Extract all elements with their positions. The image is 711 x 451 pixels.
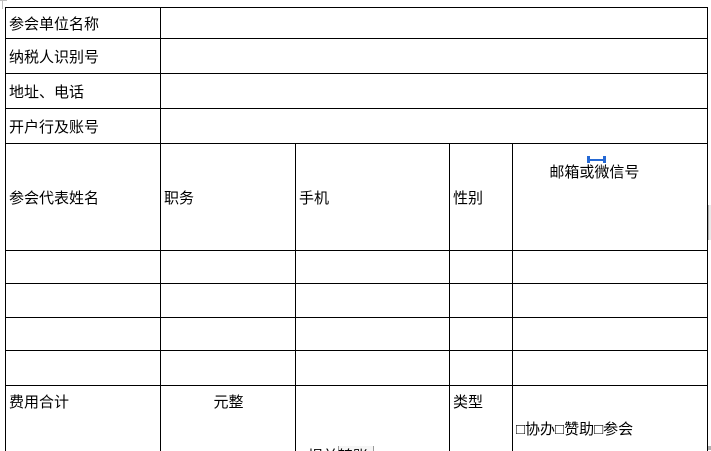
bank-account-label: 开户行及账号 xyxy=(5,108,161,144)
bank-account-input-cell[interactable] xyxy=(160,108,708,144)
rep-title-header: 职务 xyxy=(160,143,296,251)
rep-contact-cell[interactable] xyxy=(512,250,708,284)
rep-header-row: 参会代表姓名 职务 手机 性别 邮箱或微信号 xyxy=(5,143,708,251)
rep-gender-cell[interactable] xyxy=(449,317,513,351)
rep-gender-header: 性别 xyxy=(449,143,513,251)
fee-total-label: 费用合计 xyxy=(5,385,161,451)
unit-name-label: 参会单位名称 xyxy=(5,7,161,39)
rep-entry-row xyxy=(5,350,708,386)
table-row: 地址、电话 xyxy=(5,73,708,109)
rep-mobile-cell[interactable] xyxy=(295,250,450,284)
fee-row: 费用合计 元整 □提前转账 □现场缴纳 类型 □协办□赞助□参会 xyxy=(5,385,708,451)
rep-mobile-cell[interactable] xyxy=(295,317,450,351)
rep-entry-row xyxy=(5,317,708,351)
table-row: 开户行及账号 xyxy=(5,108,708,144)
rep-title-cell[interactable] xyxy=(160,350,296,386)
rep-entry-row xyxy=(5,283,708,318)
rep-mobile-header: 手机 xyxy=(295,143,450,251)
fee-amount-cell[interactable]: 元整 xyxy=(160,385,296,451)
rep-gender-cell[interactable] xyxy=(449,283,513,318)
rep-contact-cell[interactable] xyxy=(512,317,708,351)
participation-type-options[interactable]: □协办□赞助□参会 xyxy=(512,385,708,451)
rep-name-header: 参会代表姓名 xyxy=(5,143,161,251)
rep-title-cell[interactable] xyxy=(160,250,296,284)
taxpayer-id-label: 纳税人识别号 xyxy=(5,38,161,74)
page-corner-artifact xyxy=(2,0,3,9)
address-phone-input-cell[interactable] xyxy=(160,73,708,109)
rep-gender-cell[interactable] xyxy=(449,250,513,284)
rep-gender-cell[interactable] xyxy=(449,350,513,386)
scrollbar-thumb[interactable] xyxy=(708,205,711,240)
bottom-corner-artifact xyxy=(708,446,711,450)
rep-name-cell[interactable] xyxy=(5,283,161,318)
page-corner-artifact xyxy=(0,0,7,1)
rep-title-cell[interactable] xyxy=(160,317,296,351)
rep-contact-cell[interactable] xyxy=(512,283,708,318)
rep-name-cell[interactable] xyxy=(5,350,161,386)
taxpayer-id-input-cell[interactable] xyxy=(160,38,708,74)
payment-method-cell[interactable]: □提前转账 □现场缴纳 xyxy=(295,385,450,451)
blue-underline-artifact xyxy=(590,159,604,161)
rep-contact-header-label: 邮箱或微信号 xyxy=(549,164,640,181)
rep-mobile-cell[interactable] xyxy=(295,350,450,386)
address-phone-label: 地址、电话 xyxy=(5,73,161,109)
table-row: 纳税人识别号 xyxy=(5,38,708,74)
participation-type-label: 类型 xyxy=(449,385,513,451)
blue-underline-artifact xyxy=(587,156,590,163)
rep-name-cell[interactable] xyxy=(5,317,161,351)
rep-entry-row xyxy=(5,250,708,284)
payment-transfer-checkbox[interactable]: □提前转账 xyxy=(299,443,447,451)
rep-contact-cell[interactable] xyxy=(512,350,708,386)
table-row: 参会单位名称 xyxy=(5,7,708,39)
rep-contact-header: 邮箱或微信号 xyxy=(512,143,708,251)
unit-name-input-cell[interactable] xyxy=(160,7,708,39)
blue-underline-artifact xyxy=(603,156,606,163)
rep-name-cell[interactable] xyxy=(5,250,161,284)
registration-form-table: 参会单位名称 纳税人识别号 地址、电话 开户行及账号 参会代表姓名 职务 手机 … xyxy=(5,7,708,451)
rep-mobile-cell[interactable] xyxy=(295,283,450,318)
rep-title-cell[interactable] xyxy=(160,283,296,318)
